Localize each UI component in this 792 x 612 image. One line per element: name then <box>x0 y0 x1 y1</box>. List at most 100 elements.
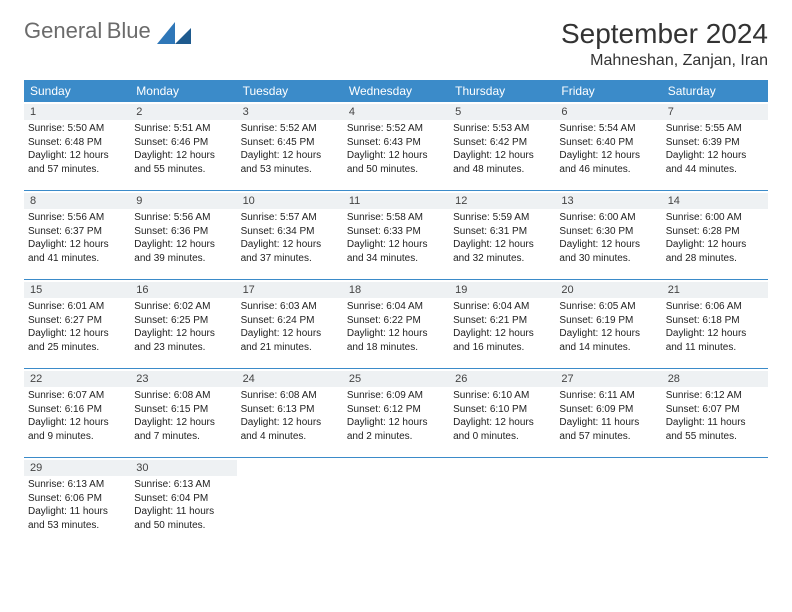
sunset-line: Sunset: 6:27 PM <box>28 314 126 328</box>
daylight-line: Daylight: 12 hours and 44 minutes. <box>666 149 764 176</box>
sunrise-line: Sunrise: 6:04 AM <box>347 300 445 314</box>
sunrise-line: Sunrise: 5:50 AM <box>28 122 126 136</box>
sunset-line: Sunset: 6:28 PM <box>666 225 764 239</box>
week-row: 8Sunrise: 5:56 AMSunset: 6:37 PMDaylight… <box>24 191 768 280</box>
sunrise-line: Sunrise: 6:08 AM <box>134 389 232 403</box>
daylight-line: Daylight: 12 hours and 14 minutes. <box>559 327 657 354</box>
daylight-line: Daylight: 12 hours and 16 minutes. <box>453 327 551 354</box>
daylight-line: Daylight: 12 hours and 37 minutes. <box>241 238 339 265</box>
sunrise-line: Sunrise: 5:55 AM <box>666 122 764 136</box>
day-cell: 28Sunrise: 6:12 AMSunset: 6:07 PMDayligh… <box>662 369 768 457</box>
sunset-line: Sunset: 6:37 PM <box>28 225 126 239</box>
sunset-line: Sunset: 6:36 PM <box>134 225 232 239</box>
day-cell: 24Sunrise: 6:08 AMSunset: 6:13 PMDayligh… <box>237 369 343 457</box>
day-number: 24 <box>237 371 343 387</box>
daylight-line: Daylight: 11 hours and 57 minutes. <box>559 416 657 443</box>
day-cell: . <box>237 458 343 546</box>
day-cell: 7 Sunrise: 5:55 AMSunset: 6:39 PMDaylight… <box>662 102 768 190</box>
daylight-line: Daylight: 12 hours and 2 minutes. <box>347 416 445 443</box>
day-cell: . <box>555 458 661 546</box>
sunrise-line: Sunrise: 6:00 AM <box>559 211 657 225</box>
day-cell: 6Sunrise: 5:54 AMSunset: 6:40 PMDaylight… <box>555 102 661 190</box>
sunrise-line: Sunrise: 6:11 AM <box>559 389 657 403</box>
sunset-line: Sunset: 6:06 PM <box>28 492 126 506</box>
daylight-line: Daylight: 12 hours and 57 minutes. <box>28 149 126 176</box>
day-cell: 22Sunrise: 6:07 AMSunset: 6:16 PMDayligh… <box>24 369 130 457</box>
day-cell: 1Sunrise: 5:50 AMSunset: 6:48 PMDaylight… <box>24 102 130 190</box>
day-number: 12 <box>449 193 555 209</box>
day-number: 4 <box>343 104 449 120</box>
day-number: 7 <box>662 104 768 120</box>
day-number: 17 <box>237 282 343 298</box>
daylight-line: Daylight: 12 hours and 4 minutes. <box>241 416 339 443</box>
sunset-line: Sunset: 6:48 PM <box>28 136 126 150</box>
day-cell: 17Sunrise: 6:03 AMSunset: 6:24 PMDayligh… <box>237 280 343 368</box>
day-number: 16 <box>130 282 236 298</box>
daylight-line: Daylight: 11 hours and 55 minutes. <box>666 416 764 443</box>
day-number: 29 <box>24 460 130 476</box>
day-number: 19 <box>449 282 555 298</box>
day-cell: 3Sunrise: 5:52 AMSunset: 6:45 PMDaylight… <box>237 102 343 190</box>
day-number: 22 <box>24 371 130 387</box>
sunrise-line: Sunrise: 6:03 AM <box>241 300 339 314</box>
daylight-line: Daylight: 12 hours and 46 minutes. <box>559 149 657 176</box>
daylight-line: Daylight: 12 hours and 55 minutes. <box>134 149 232 176</box>
title-block: September 2024 Mahneshan, Zanjan, Iran <box>561 18 768 70</box>
sunset-line: Sunset: 6:18 PM <box>666 314 764 328</box>
week-row: 29 Sunrise: 6:13 AMSunset: 6:06 PMDayligh… <box>24 458 768 546</box>
logo: General Blue <box>24 18 191 44</box>
day-number: 13 <box>555 193 661 209</box>
day-cell: 30Sunrise: 6:13 AMSunset: 6:04 PMDayligh… <box>130 458 236 546</box>
sunrise-line: Sunrise: 6:00 AM <box>666 211 764 225</box>
daylight-line: Daylight: 12 hours and 30 minutes. <box>559 238 657 265</box>
day-number: 8 <box>24 193 130 209</box>
daylight-line: Daylight: 12 hours and 48 minutes. <box>453 149 551 176</box>
sunrise-line: Sunrise: 6:12 AM <box>666 389 764 403</box>
daylight-line: Daylight: 12 hours and 0 minutes. <box>453 416 551 443</box>
daylight-line: Daylight: 12 hours and 25 minutes. <box>28 327 126 354</box>
day-cell: 14Sunrise: 6:00 AMSunset: 6:28 PMDayligh… <box>662 191 768 279</box>
sunset-line: Sunset: 6:25 PM <box>134 314 232 328</box>
day-number: 18 <box>343 282 449 298</box>
sunrise-line: Sunrise: 6:06 AM <box>666 300 764 314</box>
day-cell: 11Sunrise: 5:58 AMSunset: 6:33 PMDayligh… <box>343 191 449 279</box>
header-row: General Blue September 2024 Mahneshan, Z… <box>24 18 768 70</box>
day-number: 30 <box>130 460 236 476</box>
sunset-line: Sunset: 6:15 PM <box>134 403 232 417</box>
sunrise-line: Sunrise: 6:13 AM <box>28 478 126 492</box>
daylight-line: Daylight: 11 hours and 53 minutes. <box>28 505 126 532</box>
daylight-line: Daylight: 12 hours and 32 minutes. <box>453 238 551 265</box>
day-number: 20 <box>555 282 661 298</box>
day-cell: 29 Sunrise: 6:13 AMSunset: 6:06 PMDayligh… <box>24 458 130 546</box>
weekday-row: SundayMondayTuesdayWednesdayThursdayFrid… <box>24 80 768 102</box>
sunset-line: Sunset: 6:24 PM <box>241 314 339 328</box>
day-number: 27 <box>555 371 661 387</box>
sunset-line: Sunset: 6:39 PM <box>666 136 764 150</box>
day-number: 15 <box>24 282 130 298</box>
day-number: 26 <box>449 371 555 387</box>
day-number: 9 <box>130 193 236 209</box>
week-row: 1Sunrise: 5:50 AMSunset: 6:48 PMDaylight… <box>24 102 768 191</box>
sunrise-line: Sunrise: 6:09 AM <box>347 389 445 403</box>
sunset-line: Sunset: 6:19 PM <box>559 314 657 328</box>
sunset-line: Sunset: 6:07 PM <box>666 403 764 417</box>
sunset-line: Sunset: 6:31 PM <box>453 225 551 239</box>
logo-text-bottom: Blue <box>107 18 151 43</box>
day-number: 10 <box>237 193 343 209</box>
sunset-line: Sunset: 6:42 PM <box>453 136 551 150</box>
day-cell: 8Sunrise: 5:56 AMSunset: 6:37 PMDaylight… <box>24 191 130 279</box>
sunset-line: Sunset: 6:13 PM <box>241 403 339 417</box>
daylight-line: Daylight: 12 hours and 18 minutes. <box>347 327 445 354</box>
day-number: 3 <box>237 104 343 120</box>
sunset-line: Sunset: 6:33 PM <box>347 225 445 239</box>
daylight-line: Daylight: 12 hours and 34 minutes. <box>347 238 445 265</box>
week-row: 15Sunrise: 6:01 AMSunset: 6:27 PMDayligh… <box>24 280 768 369</box>
sunset-line: Sunset: 6:46 PM <box>134 136 232 150</box>
sunrise-line: Sunrise: 5:57 AM <box>241 211 339 225</box>
weekday-header: Monday <box>130 80 236 102</box>
calendar: SundayMondayTuesdayWednesdayThursdayFrid… <box>24 80 768 546</box>
daylight-line: Daylight: 12 hours and 50 minutes. <box>347 149 445 176</box>
sunset-line: Sunset: 6:12 PM <box>347 403 445 417</box>
sunset-line: Sunset: 6:45 PM <box>241 136 339 150</box>
day-cell: 21Sunrise: 6:06 AMSunset: 6:18 PMDayligh… <box>662 280 768 368</box>
